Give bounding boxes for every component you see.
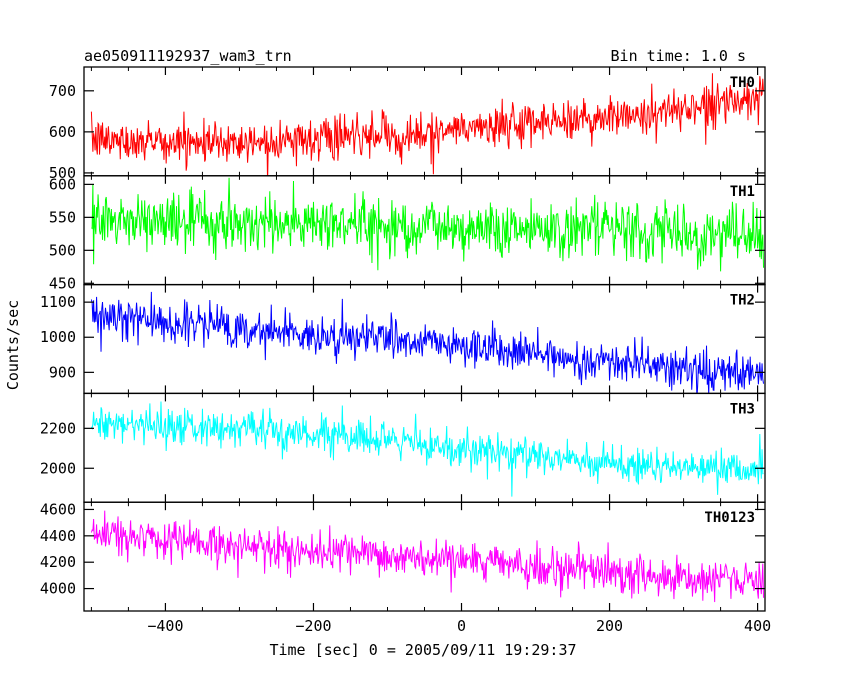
series-line-th3 (90, 401, 764, 497)
panel-th0123: 4000 4200 4400 4600 TH0123 (40, 500, 766, 612)
x-tick-label: 200 (596, 617, 623, 635)
series-line-th2 (90, 291, 765, 394)
y-tick-label: 600 (49, 175, 76, 193)
panel-label: TH0123 (704, 510, 755, 526)
y-axis-label: Counts/sec (4, 300, 22, 390)
y-tick-label: 500 (49, 241, 76, 259)
panel-label: TH0 (730, 75, 755, 91)
y-tick-label: 2200 (40, 419, 76, 437)
x-axis-label: Time [sec] 0 = 2005/09/11 19:29:37 (269, 641, 576, 659)
panel-label: TH1 (730, 184, 755, 200)
x-tick-label: 0 (457, 617, 466, 635)
panel-th0: 500 600 700 TH0 (49, 66, 766, 182)
y-tick-label: 900 (49, 363, 76, 381)
series-line-th0 (90, 73, 765, 176)
y-tick-label: 4400 (40, 527, 76, 545)
y-tick-label: 1100 (40, 293, 76, 311)
y-tick-label: 2000 (40, 459, 76, 477)
panel-frame (83, 392, 766, 503)
y-tick-label: 4200 (40, 553, 76, 571)
y-tick-label: 450 (49, 274, 76, 292)
y-tick-label: 4000 (40, 580, 76, 598)
panel-th1: 450 500 550 600 TH1 (49, 175, 766, 292)
series-line-th0123 (90, 510, 765, 603)
panel-th3: 2000 2200 TH3 (40, 392, 766, 503)
panel-th2: 900 1000 1100 TH2 (40, 283, 766, 395)
series-line-th1 (91, 177, 765, 272)
x-tick-label: −200 (295, 617, 331, 635)
y-tick-label: 4600 (40, 500, 76, 518)
chart-title: ae050911192937_wam3_trn (84, 47, 292, 65)
y-tick-label: 500 (49, 164, 76, 182)
y-tick-label: 550 (49, 208, 76, 226)
y-tick-label: 600 (49, 123, 76, 141)
bin-time-label: Bin time: 1.0 s (611, 47, 746, 65)
panel-frame (83, 501, 766, 612)
y-tick-label: 1000 (40, 328, 76, 346)
panel-label: TH3 (730, 401, 755, 417)
x-tick-label: −400 (147, 617, 183, 635)
panel-label: TH2 (730, 293, 755, 309)
x-tick-label: 400 (744, 617, 771, 635)
y-tick-label: 700 (49, 82, 76, 100)
